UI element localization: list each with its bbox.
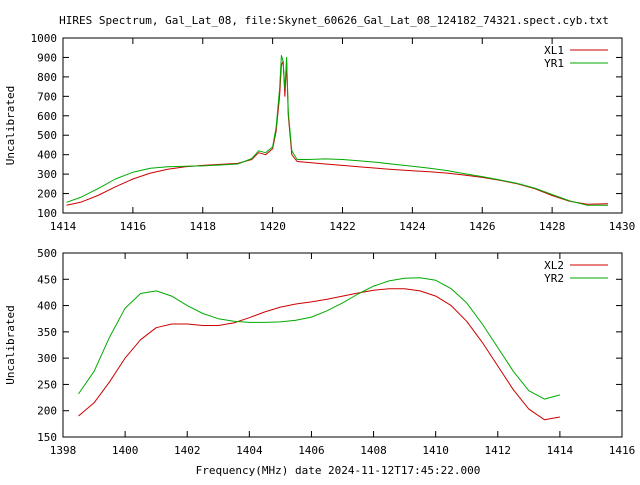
panel2-xtick-label-4: 1406: [298, 444, 325, 457]
panel2-xtick-label-6: 1410: [422, 444, 449, 457]
panel2-xtick-label-0: 1398: [50, 444, 77, 457]
panel2-ytick-label-6: 450: [37, 273, 57, 286]
panel2-legend-label-yr2: YR2: [544, 272, 564, 285]
panel2-xtick-label-3: 1404: [236, 444, 263, 457]
panel2-series-xl2-line: [78, 288, 560, 421]
panel2-xtick-label-9: 1416: [609, 444, 636, 457]
panel2-ytick-label-7: 500: [37, 247, 57, 260]
panel2-xtick-label-5: 1408: [360, 444, 387, 457]
panel1-ytick-label-9: 1000: [31, 32, 58, 45]
panel2-ytick-label-5: 400: [37, 300, 57, 313]
panel2-xtick-label-2: 1402: [174, 444, 201, 457]
panel2-ytick-label-2: 250: [37, 378, 57, 391]
panel1-ytick-label-4: 500: [37, 129, 57, 142]
panel1-legend-label-yr1: YR1: [544, 57, 564, 70]
panel1-legend-label-xl1: XL1: [544, 44, 564, 57]
panel1-y-axis-label: Uncalibrated: [4, 86, 17, 165]
panel2-ytick-label-4: 350: [37, 326, 57, 339]
panel1-series-yr1-line: [66, 55, 608, 206]
panel1-xtick-label-4: 1422: [329, 220, 356, 233]
panel1-xtick-label-0: 1414: [50, 220, 77, 233]
panel1-ytick-label-7: 800: [37, 71, 57, 84]
panel1-xtick-label-2: 1418: [190, 220, 217, 233]
panel1-xtick-label-8: 1430: [609, 220, 636, 233]
panel1-frame: [62, 37, 623, 214]
panel1-ytick-label-0: 100: [37, 207, 57, 220]
panel1-ytick-label-2: 300: [37, 168, 57, 181]
panel1-ytick-label-6: 700: [37, 90, 57, 103]
panel1-xtick-label-6: 1426: [469, 220, 496, 233]
panel2-xtick-label-8: 1414: [547, 444, 574, 457]
panel1-ytick-label-3: 400: [37, 149, 57, 162]
panel2-xtick-label-1: 1400: [112, 444, 139, 457]
panel1-ytick-label-5: 600: [37, 110, 57, 123]
panel1-xtick-label-7: 1428: [539, 220, 566, 233]
panel2-xtick-label-7: 1412: [485, 444, 512, 457]
panel1-xtick-label-5: 1424: [399, 220, 426, 233]
panel2-series-yr2-line: [78, 277, 561, 400]
panel1-series-xl1-line: [66, 60, 609, 206]
panel2-legend-label-xl2: XL2: [544, 259, 564, 272]
panel2-y-axis-label: Uncalibrated: [4, 305, 17, 384]
panel2-ytick-label-3: 300: [37, 352, 57, 365]
panel1-xtick-label-1: 1416: [120, 220, 147, 233]
panel1-xtick-label-3: 1420: [259, 220, 286, 233]
panel2-ytick-label-0: 150: [37, 431, 57, 444]
panel1-ytick-label-1: 200: [37, 188, 57, 201]
panel2-ytick-label-1: 200: [37, 405, 57, 418]
x-axis-label: Frequency(MHz) date 2024-11-12T17:45:22.…: [196, 464, 481, 477]
figure-title: HIRES Spectrum, Gal_Lat_08, file:Skynet_…: [59, 14, 609, 27]
panel2-frame: [62, 252, 623, 438]
panel1-ytick-label-8: 900: [37, 51, 57, 64]
